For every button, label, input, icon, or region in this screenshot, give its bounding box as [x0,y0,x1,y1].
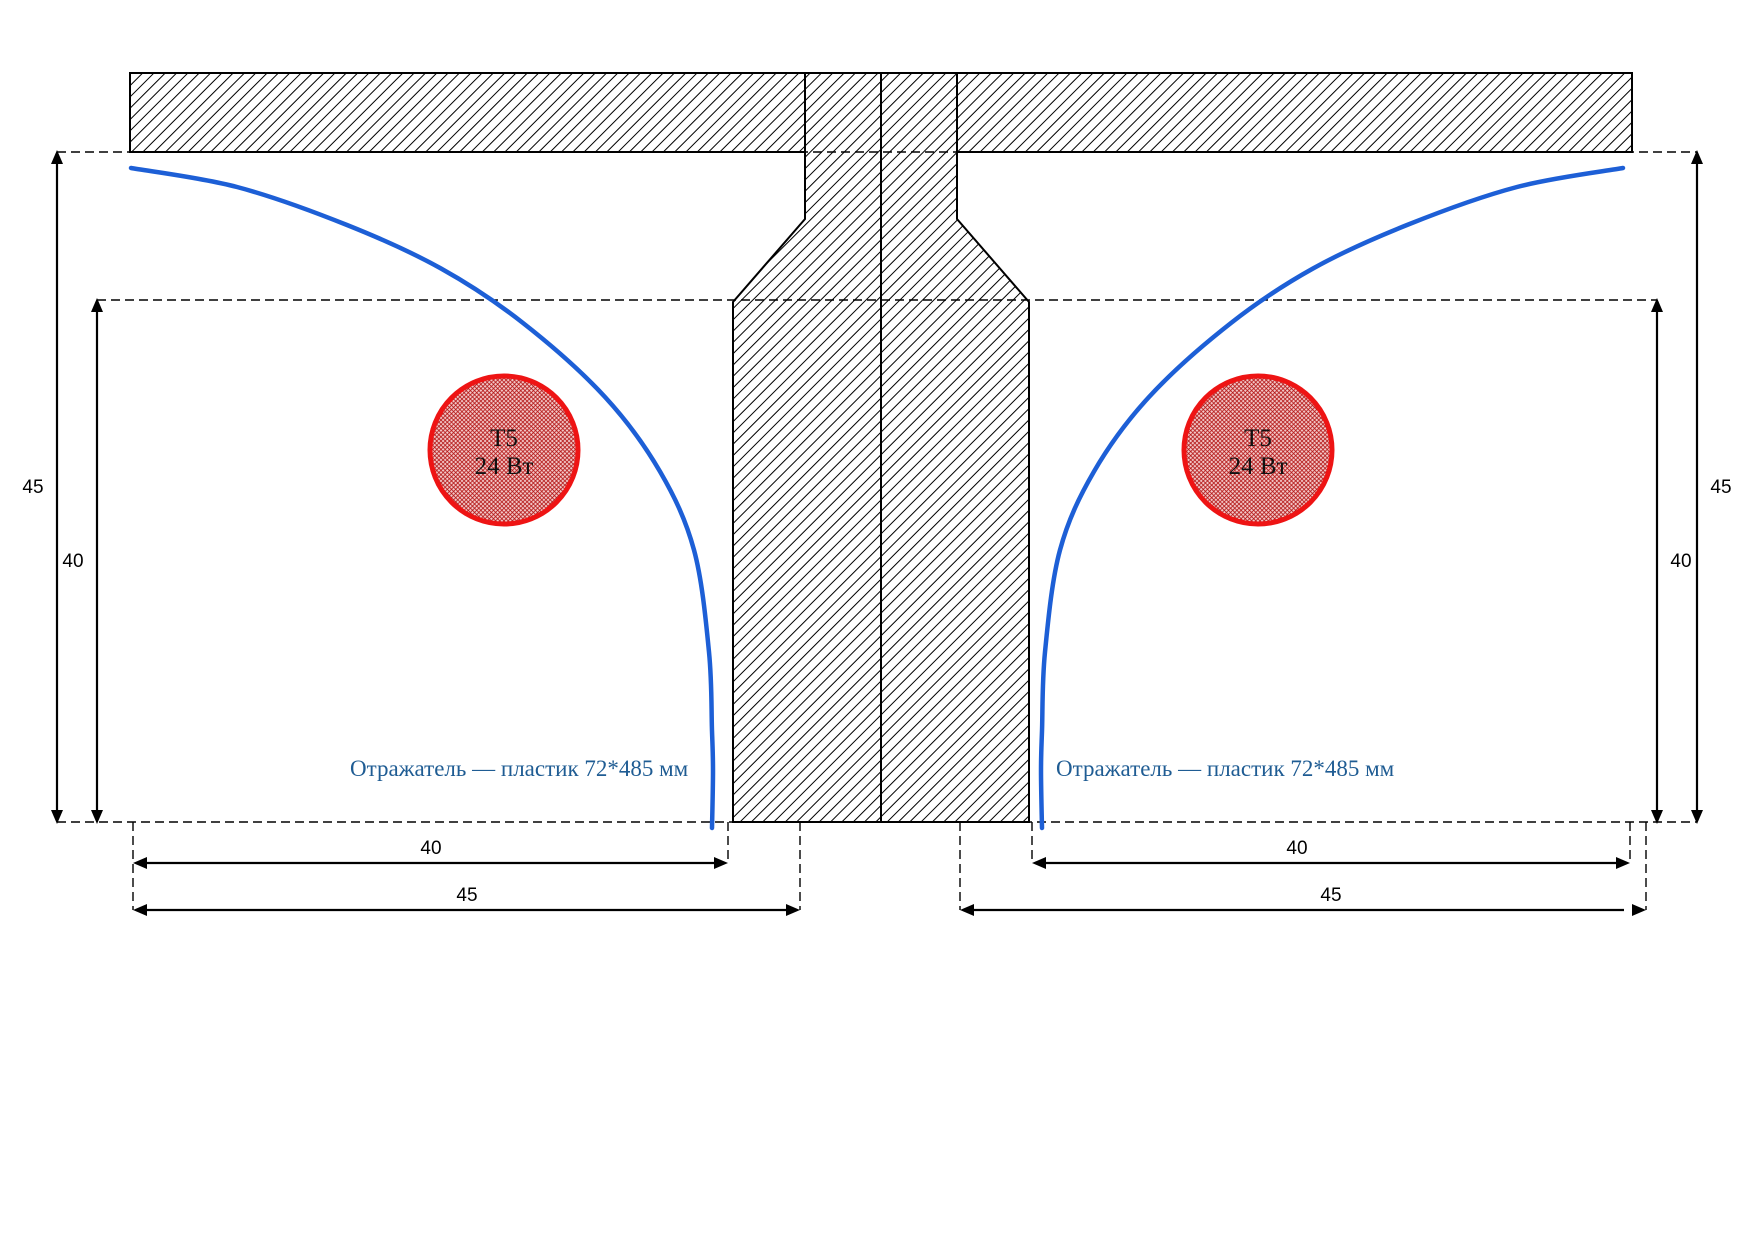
svg-text:40: 40 [420,838,441,859]
svg-text:Отражатель — пластик 72*485 мм: Отражатель — пластик 72*485 мм [350,756,689,781]
svg-text:Т5: Т5 [490,425,518,452]
svg-text:45: 45 [1710,477,1731,498]
svg-text:40: 40 [1670,551,1691,572]
svg-text:Отражатель — пластик 72*485 мм: Отражатель — пластик 72*485 мм [1056,756,1395,781]
svg-text:Т5: Т5 [1244,425,1272,452]
svg-text:40: 40 [1286,838,1307,859]
svg-text:40: 40 [62,551,83,572]
svg-text:24 Вт: 24 Вт [1229,453,1288,480]
svg-text:45: 45 [456,885,477,906]
svg-text:24 Вт: 24 Вт [475,453,534,480]
svg-text:45: 45 [1320,885,1341,906]
svg-text:45: 45 [22,477,43,498]
